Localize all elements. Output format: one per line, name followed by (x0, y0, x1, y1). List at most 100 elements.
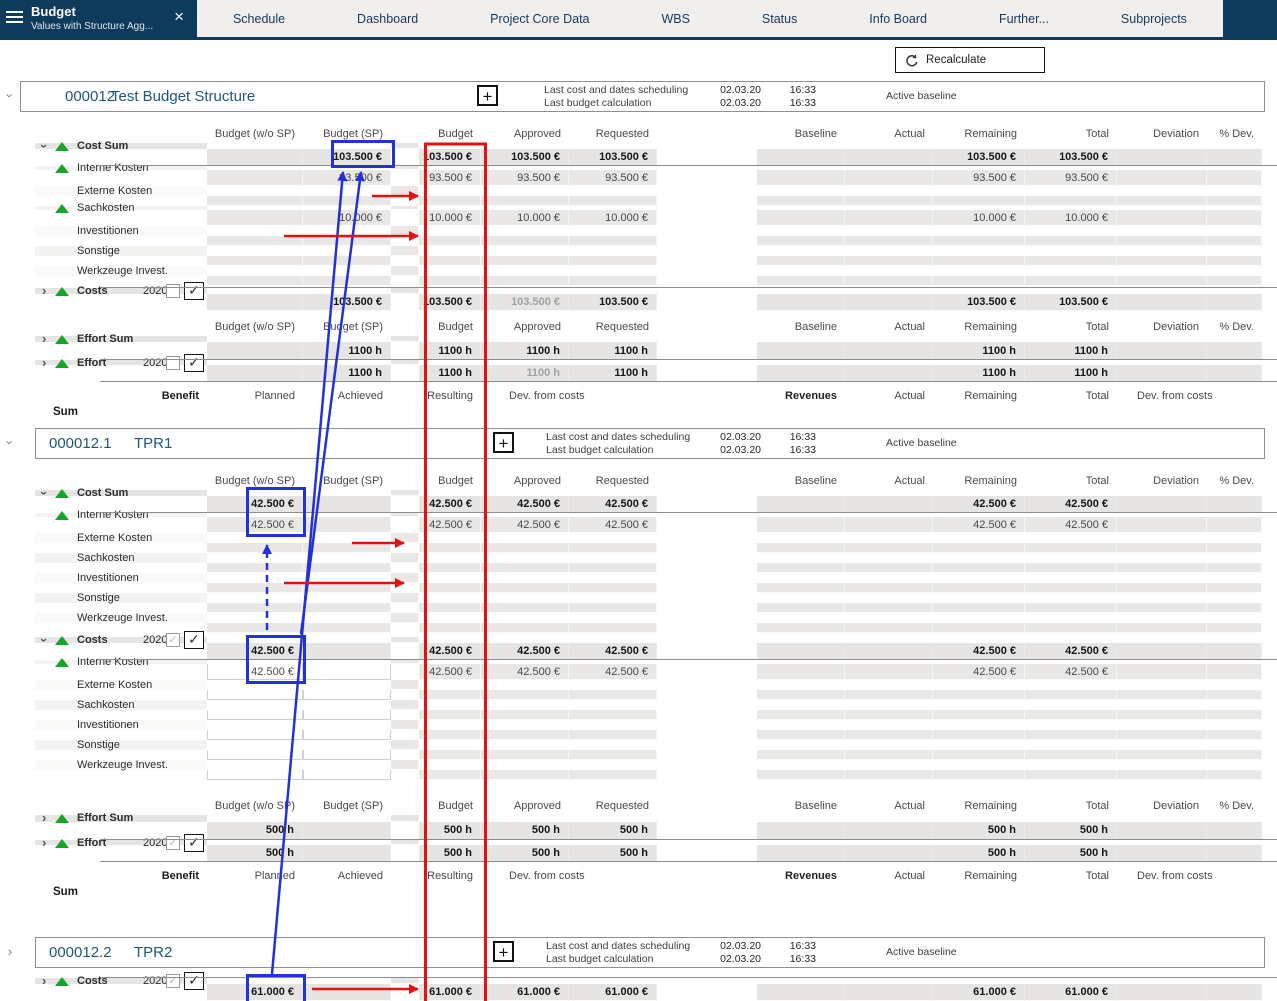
column-header-row: Budget (w/o SP) Budget (SP) Budget Approved… (35, 472, 1277, 490)
checkbox[interactable] (166, 355, 180, 370)
value-cell (933, 690, 1025, 700)
table-row[interactable]: › Costs 2020 ✓ ✓ 42.500 €42.500 €42.500 €42.5… (35, 630, 1277, 660)
table-row[interactable]: › Cost Sum 103.500 €103.500 €103.500 €103.… (35, 140, 1277, 166)
row-label-text: Sachkosten (77, 699, 135, 711)
cell-spacer (391, 143, 419, 149)
checkbox[interactable]: ✓ (184, 353, 204, 372)
table-row[interactable]: Investitionen (35, 572, 1277, 593)
table-row[interactable]: › Effort Sum 500 h 500 h 500 h 500 h 500 h 500 … (35, 811, 1277, 840)
row-label: Interne Kosten (35, 162, 207, 174)
value-cell (1025, 623, 1117, 633)
row-label: Sachkosten (35, 699, 207, 711)
table-row[interactable]: › Cost Sum 42.500 €42.500 €42.500 €42.500 … (35, 487, 1277, 513)
section-header-tpr2[interactable]: 000012.2 TPR2 + Last cost and dates sche… (35, 937, 1265, 968)
table-row[interactable]: › Effort Sum 1100 h 1100 h 1100 h 1100 h 1100 … (35, 332, 1277, 360)
checkbox[interactable]: ✓ (184, 971, 204, 990)
value-cell (569, 543, 657, 553)
chevron-right-icon[interactable]: › (7, 944, 13, 959)
nav-tabs: Schedule Dashboard Project Core Data WBS Sta… (197, 0, 1223, 37)
checkbox[interactable]: ✓ (184, 833, 204, 852)
table-row[interactable]: Externe Kosten (35, 532, 1277, 553)
value-cell (1025, 543, 1117, 553)
table-row[interactable]: › Effort 2020 ✓ ✓ 500 h 500 h 500 h 500 h 500 h 50… (35, 833, 1277, 862)
chevron-down-icon[interactable]: › (2, 440, 18, 445)
value-cell (303, 845, 391, 862)
value-cell: 500 h (1025, 821, 1117, 840)
table-row[interactable]: Interne Kosten 42.500 €42.500 €42.500 €42… (35, 656, 1277, 680)
table-row[interactable]: Werkzeuge Invest. (35, 265, 1277, 286)
trend-up-icon (55, 164, 69, 173)
table-row[interactable]: Interne Kosten 42.500 €42.500 €42.500 €42… (35, 509, 1277, 533)
value-cell: 93.500 € (419, 170, 481, 186)
add-button[interactable]: + (493, 941, 514, 962)
checkbox[interactable]: ✓ (184, 281, 204, 300)
value-cell (1117, 236, 1207, 246)
table-row[interactable]: Investitionen (35, 225, 1277, 246)
row-label-text: Sonstige (77, 245, 120, 257)
checkbox[interactable]: ✓ (184, 630, 204, 649)
table-row[interactable]: Externe Kosten (35, 679, 1277, 700)
table-row[interactable]: › Costs 2020 ✓ ✓ 61.000 €61.000 €61.000 €61.0… (35, 971, 1277, 1001)
chevron-down-icon[interactable]: › (2, 93, 18, 98)
row-label: Externe Kosten (35, 679, 207, 691)
row-label: Sonstige (35, 245, 207, 257)
section-header-tpr1[interactable]: 000012.1 TPR1 + Last cost and dates sche… (35, 428, 1265, 459)
table-row[interactable]: Externe Kosten (35, 185, 1277, 206)
column-header: % Dev. (1219, 128, 1254, 140)
value-cell (933, 583, 1025, 593)
table-row[interactable]: › Effort 2020 ✓ 1100 h 1100 h 1100 h 1100 h 1100… (35, 353, 1277, 382)
table-row[interactable]: Sachkosten 10.000 €10.000 €10.000 €10.000… (35, 202, 1277, 226)
value-cell (207, 563, 303, 573)
row-label: Sonstige (35, 592, 207, 604)
value-cell (845, 821, 933, 840)
column-header: Total (1085, 321, 1109, 333)
value-cell (569, 690, 657, 700)
tab-subprojects[interactable]: Subprojects (1120, 11, 1187, 26)
tab-schedule[interactable]: Schedule (232, 11, 286, 26)
value-cell: 42.500 € (481, 517, 569, 533)
row-label: Investitionen (35, 719, 207, 731)
tab-status[interactable]: Status (761, 11, 798, 26)
cell-spacer (391, 206, 419, 210)
table-row[interactable]: Sachkosten (35, 699, 1277, 720)
checkbox[interactable] (166, 283, 180, 298)
tab-wbs[interactable]: WBS (661, 11, 690, 26)
table-row[interactable]: Investitionen (35, 719, 1277, 740)
checkbox[interactable]: ✓ (166, 835, 180, 850)
table-row[interactable]: Sonstige (35, 592, 1277, 613)
tab-info-board[interactable]: Info Board (869, 11, 927, 26)
table-row[interactable]: Sonstige (35, 739, 1277, 760)
row-label-text: Sonstige (77, 592, 120, 604)
table-row[interactable]: Werkzeuge Invest. (35, 759, 1277, 780)
recalculate-button[interactable]: Recalculate (895, 47, 1045, 73)
row-label: Sachkosten (35, 552, 207, 564)
checkbox[interactable]: ✓ (166, 973, 180, 988)
table-row[interactable]: Interne Kosten 93.500 €93.500 €93.500 €93… (35, 162, 1277, 186)
close-icon[interactable]: × (174, 7, 184, 26)
table-row[interactable]: Werkzeuge Invest. (35, 612, 1277, 633)
value-cell (1207, 517, 1262, 533)
table-row[interactable]: Sachkosten (35, 552, 1277, 573)
cell-spacer (391, 573, 419, 583)
value-cell: 93.500 € (1025, 170, 1117, 186)
project-id: 000012 (65, 88, 116, 105)
table-row[interactable]: Sonstige (35, 245, 1277, 266)
value-cell (481, 690, 569, 700)
value-cell (569, 563, 657, 573)
menu-icon[interactable] (6, 11, 23, 24)
tab-project-core-data[interactable]: Project Core Data (490, 11, 590, 26)
table-row[interactable]: › Costs 2020 ✓ 103.500 €103.500 €103.500 €10… (35, 281, 1277, 311)
value-cell: 93.500 € (303, 170, 391, 186)
value-cell (1117, 293, 1207, 311)
value-cell: 42.500 € (419, 495, 481, 513)
add-button[interactable]: + (477, 85, 498, 106)
active-baseline-label: Active baseline (886, 437, 957, 449)
value-cell (207, 710, 303, 720)
active-module-tab[interactable]: Budget Values with Structure Agg... × (0, 0, 197, 37)
tab-further[interactable]: Further... (998, 11, 1049, 26)
section-header-project[interactable]: 000012 Test Budget Structure + Last cost… (20, 81, 1265, 112)
add-button[interactable]: + (493, 432, 514, 453)
value-cell (1117, 664, 1207, 680)
checkbox[interactable]: ✓ (166, 632, 180, 647)
tab-dashboard[interactable]: Dashboard (357, 11, 419, 26)
